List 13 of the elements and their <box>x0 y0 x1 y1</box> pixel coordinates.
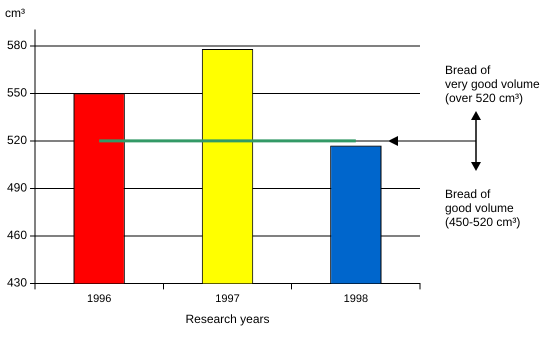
y-tick-label: 460 <box>6 228 28 242</box>
text: Bread of very good volume (over 520 cm³) <box>445 63 540 105</box>
x-tick-label: 1998 <box>344 293 368 306</box>
y-axis-title: cm³ <box>5 6 26 20</box>
y-tick-label: 580 <box>6 38 28 52</box>
x-tick-label: 1996 <box>86 293 112 306</box>
x-axis-title: Research years <box>185 312 270 326</box>
y-tick-label: 430 <box>6 276 28 290</box>
y-tick-label: 490 <box>6 180 28 195</box>
y-tick-label: 550 <box>6 86 28 100</box>
y-tick-label: 520 <box>6 133 28 148</box>
text: Bread of good volume (450-520 cm³) <box>445 187 520 229</box>
x-tick-label: 1997 <box>215 293 240 306</box>
